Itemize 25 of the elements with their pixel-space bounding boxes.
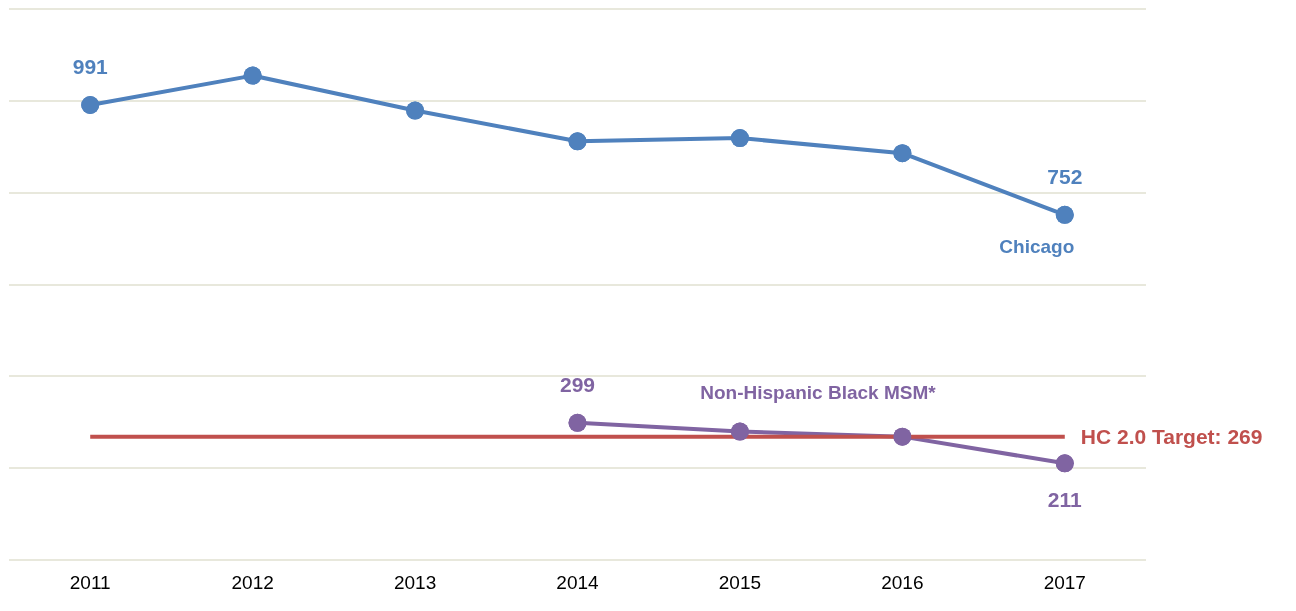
series-label: Non-Hispanic Black MSM* xyxy=(700,381,937,403)
point xyxy=(568,413,587,432)
x-tick-label: 2015 xyxy=(718,571,762,593)
point xyxy=(81,96,100,114)
data-label: 299 xyxy=(559,372,596,396)
point xyxy=(1055,454,1074,473)
x-tick-label: 2016 xyxy=(881,571,924,593)
point xyxy=(730,422,749,441)
data-label: 991 xyxy=(72,54,109,78)
series-label: Chicago xyxy=(999,236,1075,258)
point xyxy=(730,129,749,148)
x-tick-label: 2013 xyxy=(393,571,437,593)
point xyxy=(406,101,425,120)
point xyxy=(243,66,262,85)
point xyxy=(1055,205,1074,224)
point xyxy=(893,144,912,163)
point xyxy=(893,427,912,446)
x-tick-label: 2012 xyxy=(231,571,274,593)
x-tick-label: 2017 xyxy=(1043,571,1086,593)
point xyxy=(568,132,587,151)
ref-line-label: HC 2.0 Target: 269 xyxy=(1080,425,1263,449)
data-label: 752 xyxy=(1047,164,1083,188)
x-tick-label: 2014 xyxy=(556,571,600,593)
data-label: 211 xyxy=(1047,488,1083,512)
x-tick-label: 2011 xyxy=(69,571,111,593)
